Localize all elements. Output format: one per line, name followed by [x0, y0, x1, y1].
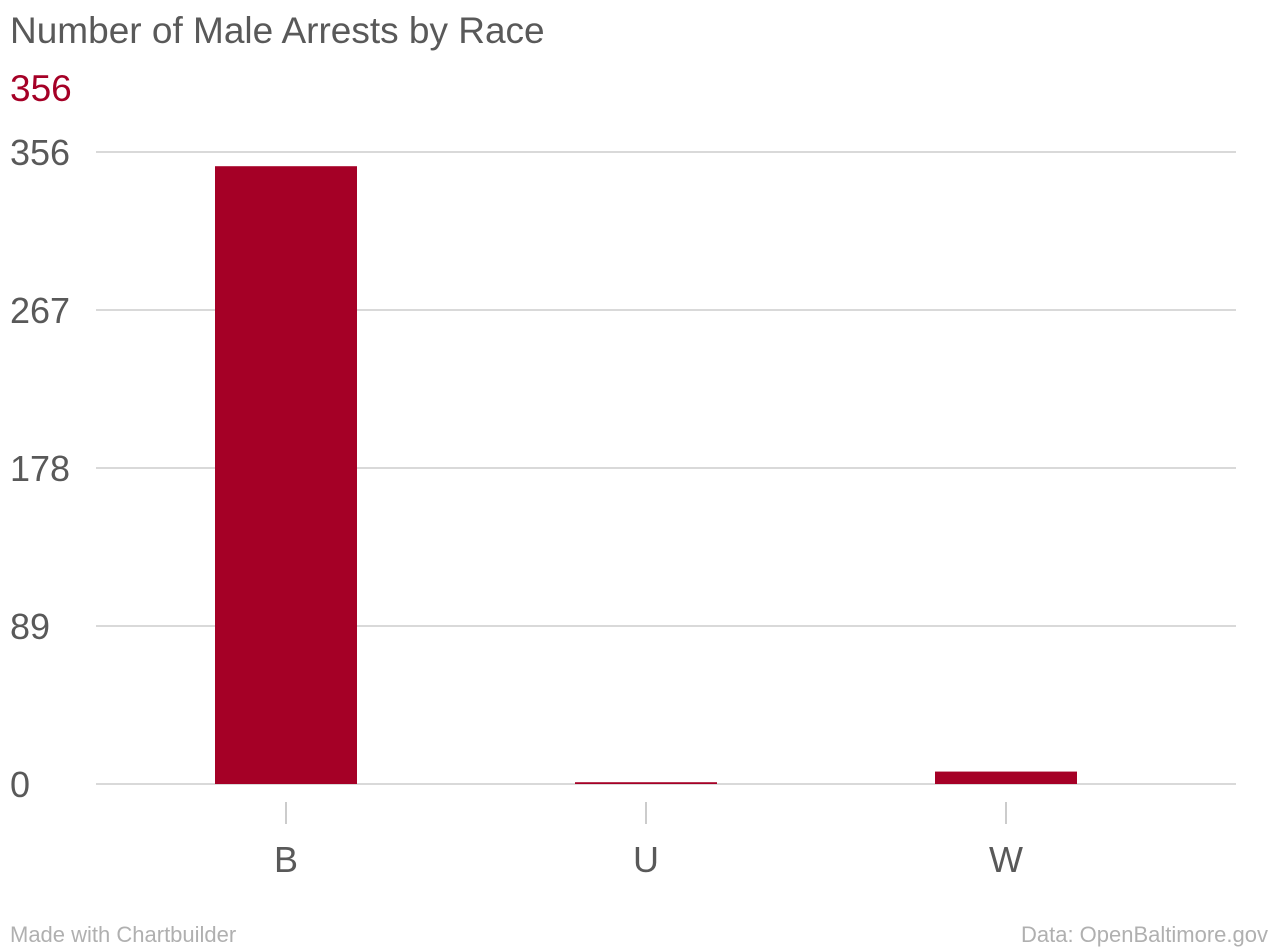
y-tick-label: 89: [10, 606, 50, 647]
bar-b: [215, 166, 357, 784]
bar-chart: 0 89 178 267 356 B U W: [10, 132, 1236, 880]
x-tick-label: B: [274, 839, 298, 880]
x-axis-ticks: [285, 802, 1007, 824]
y-tick-label: 178: [10, 448, 70, 489]
highlight-value: 356: [10, 68, 72, 109]
bars: [215, 166, 1077, 784]
x-tick-label: W: [989, 839, 1023, 880]
footer-credit: Made with Chartbuilder: [10, 922, 237, 947]
y-tick-label: 267: [10, 290, 70, 331]
bar-u: [575, 782, 717, 784]
y-tick-label: 356: [10, 132, 70, 173]
y-axis-labels: 0 89 178 267 356: [10, 132, 70, 805]
chart-title: Number of Male Arrests by Race: [10, 10, 545, 51]
x-tick-label: U: [633, 839, 659, 880]
y-tick-label: 0: [10, 764, 30, 805]
footer-source: Data: OpenBaltimore.gov: [1020, 922, 1268, 947]
bar-w: [935, 771, 1077, 784]
